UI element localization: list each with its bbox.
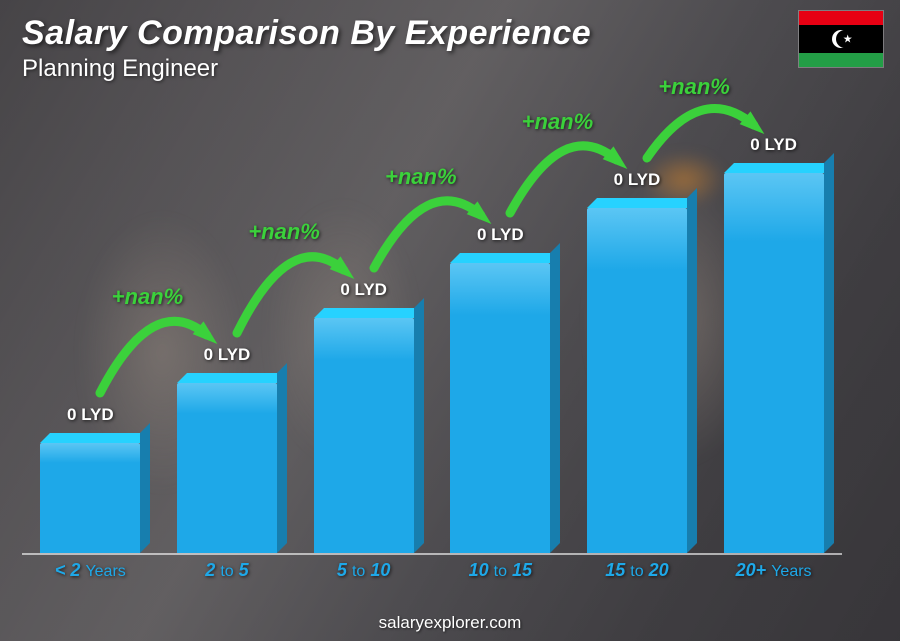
x-axis-label: 5 to 10: [304, 560, 424, 581]
header: Salary Comparison By Experience Planning…: [22, 14, 591, 83]
x-axis-label: 15 to 20: [577, 560, 697, 581]
x-axis-label: 10 to 15: [440, 560, 560, 581]
bar-side: [414, 298, 424, 553]
bar-face: [587, 208, 687, 553]
bar-value-label: 0 LYD: [750, 135, 797, 155]
x-axis-label: < 2 Years: [30, 560, 150, 581]
bars-container: 0 LYD 0 LYD 0 LYD 0 LYD 0 LYD 0 LYD: [22, 120, 842, 553]
flag-stripe-black: ★: [799, 25, 883, 53]
bar: 0 LYD: [450, 263, 550, 553]
bar-face: [724, 173, 824, 553]
flag-stripe-red: [799, 11, 883, 25]
bar-slot: 0 LYD: [304, 318, 424, 553]
bar-slot: 0 LYD: [167, 383, 287, 553]
bar: 0 LYD: [314, 318, 414, 553]
country-flag-libya: ★: [798, 10, 884, 68]
bar-side: [550, 243, 560, 553]
bar-value-label: 0 LYD: [204, 345, 251, 365]
bar-slot: 0 LYD: [714, 173, 834, 553]
page-title: Salary Comparison By Experience: [22, 14, 591, 53]
bar-top: [314, 308, 424, 318]
bar-side: [824, 153, 834, 553]
bar-value-label: 0 LYD: [477, 225, 524, 245]
bar-top: [724, 163, 834, 173]
bar-side: [277, 363, 287, 553]
bar: 0 LYD: [177, 383, 277, 553]
bar: 0 LYD: [724, 173, 824, 553]
x-axis-label: 20+ Years: [714, 560, 834, 581]
bar-face: [450, 263, 550, 553]
bar-chart: 0 LYD0 LYD0 LYD0 LYD0 LYD0 LYD +nan%+nan…: [22, 120, 842, 583]
flag-star-icon: ★: [843, 33, 853, 46]
bar-slot: 0 LYD: [577, 208, 697, 553]
footer-attribution: salaryexplorer.com: [0, 613, 900, 633]
x-axis-label: 2 to 5: [167, 560, 287, 581]
bar: 0 LYD: [40, 443, 140, 553]
bar-face: [177, 383, 277, 553]
flag-stripe-green: [799, 53, 883, 67]
bar-slot: 0 LYD: [440, 263, 560, 553]
page-subtitle: Planning Engineer: [22, 55, 591, 83]
bar-face: [314, 318, 414, 553]
bar-top: [587, 198, 697, 208]
bar-side: [687, 188, 697, 553]
x-axis-line: [22, 553, 842, 555]
bar-value-label: 0 LYD: [614, 170, 661, 190]
bar-top: [40, 433, 150, 443]
bar-slot: 0 LYD: [30, 443, 150, 553]
bar-value-label: 0 LYD: [340, 280, 387, 300]
x-axis-labels: < 2 Years 2 to 5 5 to 10 10 to 15 15 to 20 20…: [22, 557, 842, 583]
bar-value-label: 0 LYD: [67, 405, 114, 425]
bar-top: [177, 373, 287, 383]
bar-top: [450, 253, 560, 263]
bar-side: [140, 423, 150, 553]
bar-face: [40, 443, 140, 553]
bar: 0 LYD: [587, 208, 687, 553]
